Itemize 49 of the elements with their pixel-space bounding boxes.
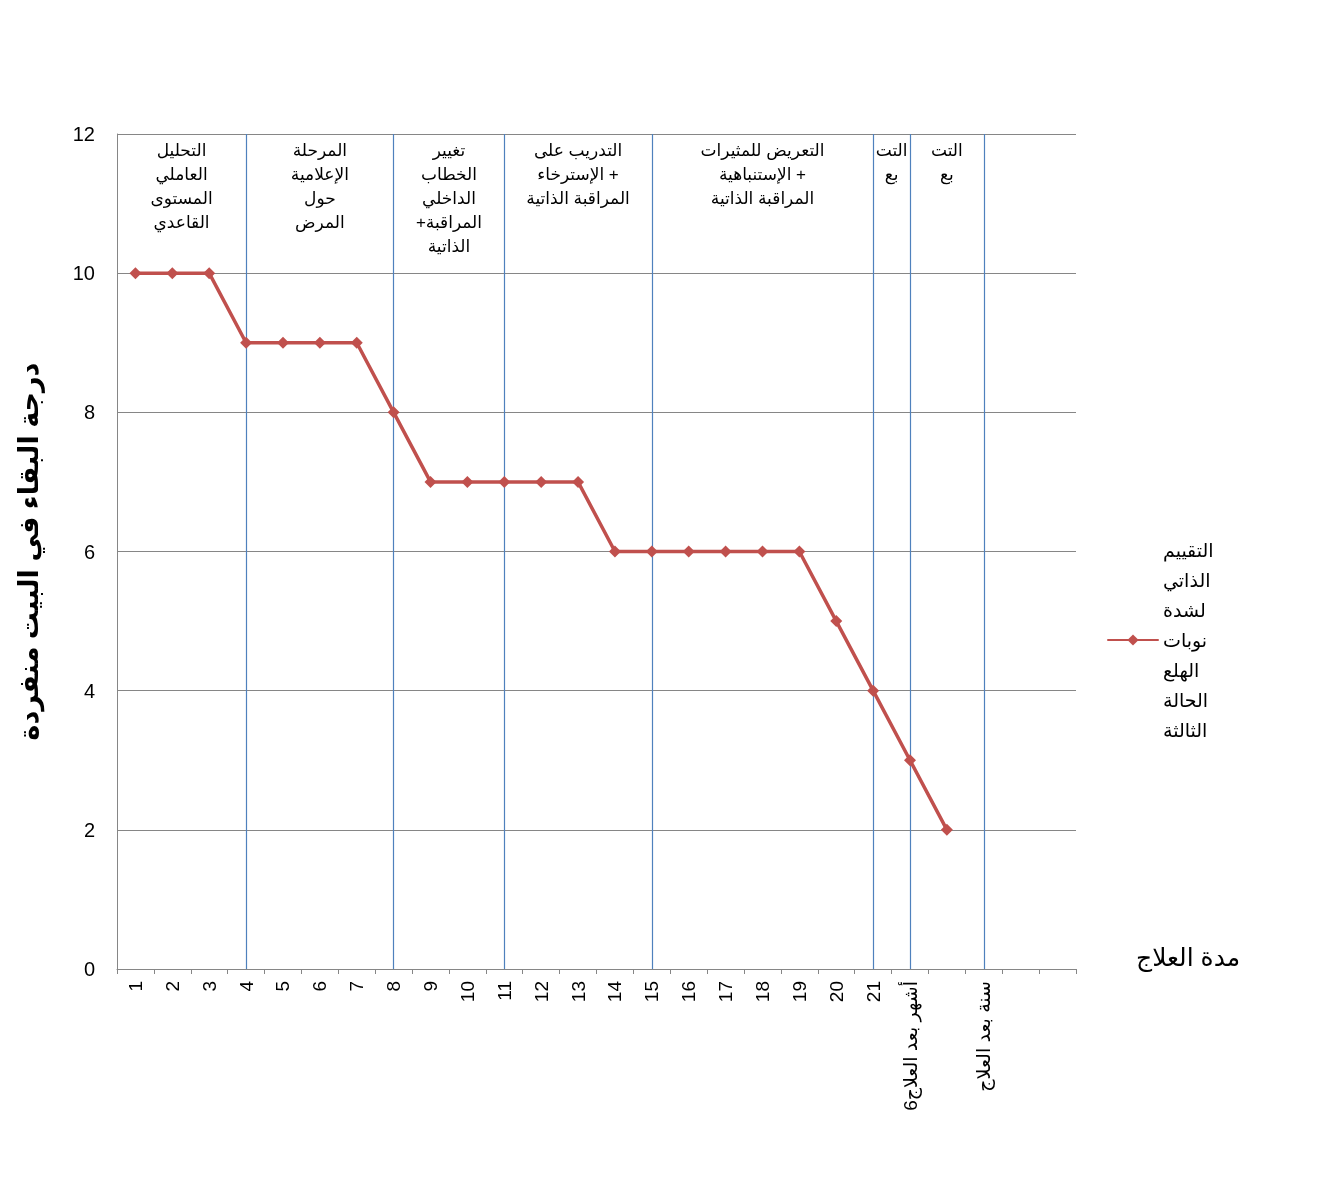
x-axis-title: مدة العلاج <box>1136 942 1241 973</box>
x-tick-label: 4 <box>235 980 257 992</box>
annotation: التت بع <box>931 140 963 185</box>
point <box>572 475 585 488</box>
x-tick-label: 10 <box>456 981 478 1003</box>
point <box>387 406 400 419</box>
x-tick-label: 9 <box>420 981 442 992</box>
x-tick-label: 5 <box>272 981 294 992</box>
annotation: التدريب على الإسترخاء + المراقبة الذاتية <box>526 140 630 208</box>
annotation: المرحلة الإعلامية حول المرض <box>290 140 349 232</box>
annotation: التحليل العاملي المستوى القاعدي <box>150 140 213 233</box>
x-tick-label: 3 <box>198 981 220 992</box>
point <box>203 267 216 280</box>
x-tick-label: 14 <box>604 980 626 1003</box>
point <box>608 545 621 558</box>
point <box>867 684 880 697</box>
y-tick-label: 8 <box>83 401 95 424</box>
x-tick-label: 11 <box>493 981 515 1001</box>
x-tick-label: 15 <box>641 981 663 1003</box>
y-tick-label: 12 <box>72 123 95 145</box>
annotation: تغيير الخطاب الداخلي +المراقبة الذاتية <box>415 140 483 256</box>
annotation: التعريض للمثيرات الإستنباهية + المراقبة الذاتية <box>700 140 825 208</box>
x-tick-label: 20 <box>825 981 847 1003</box>
x-tick-label: 21 <box>862 981 884 1003</box>
x-tick-label: 12 <box>530 981 552 1003</box>
x-tick-label: 8 <box>383 981 405 992</box>
point <box>940 823 953 836</box>
x-tick-label: 16 <box>678 981 700 1003</box>
y-tick-label: 6 <box>83 540 95 563</box>
y-axis-title: درجة البقاء في البيت منفردة <box>13 362 45 741</box>
x-tick-label: سنة بعد العلاج <box>973 981 996 1092</box>
legend-label: التقييم الذاتي لشدة نوبات الهلع الحالة الثالثة <box>1163 539 1219 741</box>
x-tick-label: 7 <box>346 981 368 992</box>
x-tick-label: 13 <box>567 981 589 1003</box>
x-tick-label: 6أشهر بعد العلاج <box>897 981 922 1111</box>
point <box>424 475 437 488</box>
x-tick-label: 6 <box>309 981 331 992</box>
x-tick-label: 18 <box>751 981 773 1003</box>
point <box>830 615 843 628</box>
x-tick-label: 2 <box>161 981 183 992</box>
y-tick-label: 4 <box>83 679 95 702</box>
x-tick-label: 1 <box>124 981 146 992</box>
y-tick-label: 0 <box>83 958 95 980</box>
y-tick-label: 2 <box>83 818 95 841</box>
x-tick-label: 19 <box>788 981 810 1003</box>
point <box>904 754 917 767</box>
y-tick-label: 10 <box>72 262 95 285</box>
x-tick-label: 17 <box>715 981 737 1003</box>
annotation: التت بع <box>875 140 908 185</box>
